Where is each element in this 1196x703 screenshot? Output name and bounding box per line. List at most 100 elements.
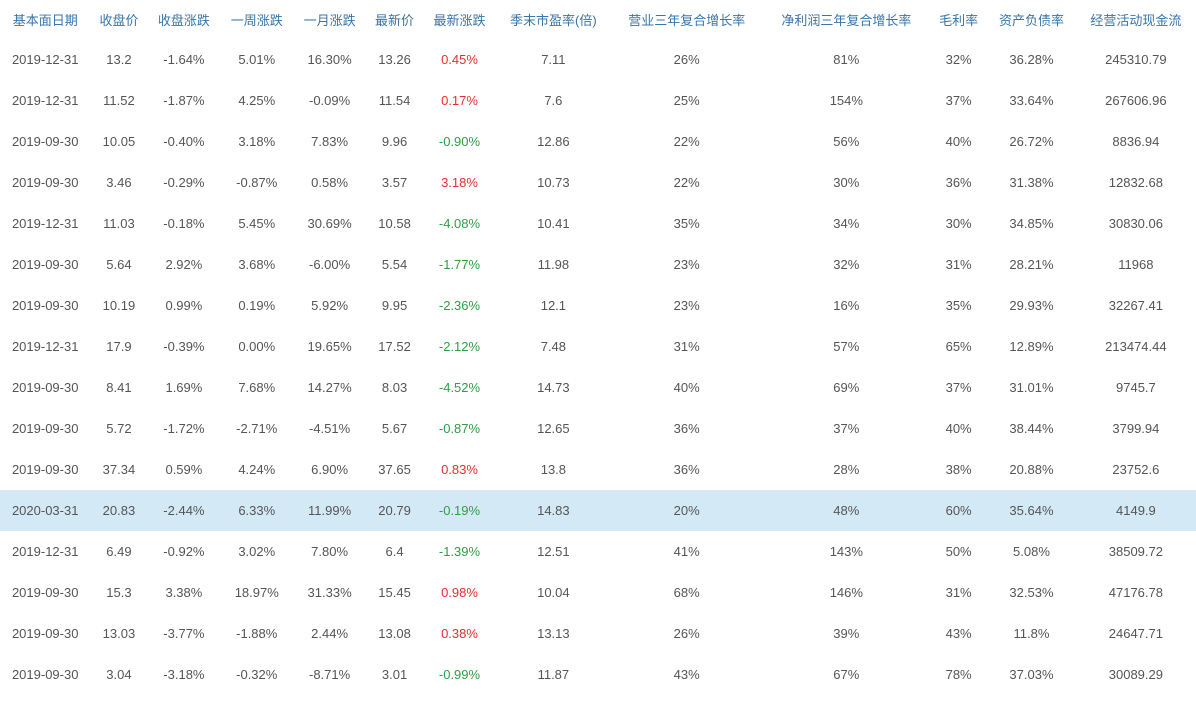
column-header[interactable]: 净利润三年复合增长率 [763, 0, 931, 39]
cell-latest_chg: 0.17% [423, 80, 496, 121]
column-header[interactable]: 营业三年复合增长率 [611, 0, 763, 39]
column-header[interactable]: 一月涨跌 [293, 0, 366, 39]
cell-date: 2019-12-31 [0, 203, 90, 244]
table-header: 基本面日期收盘价收盘涨跌一周涨跌一月涨跌最新价最新涨跌季末市盈率(倍)营业三年复… [0, 0, 1196, 39]
cell-latest_chg: -0.99% [423, 654, 496, 695]
cell-rev_growth: 22% [611, 121, 763, 162]
cell-latest: 9.96 [366, 121, 423, 162]
cell-latest: 8.03 [366, 367, 423, 408]
cell-gross_margin: 36% [930, 162, 987, 203]
cell-gross_margin: 31% [930, 572, 987, 613]
cell-latest_chg: 0.98% [423, 572, 496, 613]
table-row[interactable]: 2019-09-3013.03-3.77%-1.88%2.44%13.080.3… [0, 613, 1196, 654]
cell-latest_chg: 0.38% [423, 613, 496, 654]
column-header[interactable]: 基本面日期 [0, 0, 90, 39]
cell-week_chg: 7.68% [220, 367, 293, 408]
column-header[interactable]: 最新价 [366, 0, 423, 39]
table-row[interactable]: 2019-12-3111.03-0.18%5.45%30.69%10.58-4.… [0, 203, 1196, 244]
cell-date: 2019-09-30 [0, 408, 90, 449]
cell-close: 17.9 [90, 326, 147, 367]
cell-cash_flow: 267606.96 [1076, 80, 1196, 121]
cell-cash_flow: 32267.41 [1076, 285, 1196, 326]
table-row[interactable]: 2019-12-3113.2-1.64%5.01%16.30%13.260.45… [0, 39, 1196, 80]
cell-date: 2019-09-30 [0, 572, 90, 613]
table-row[interactable]: 2019-09-303.04-3.18%-0.32%-8.71%3.01-0.9… [0, 654, 1196, 695]
cell-pe: 10.04 [496, 572, 611, 613]
column-header[interactable]: 收盘价 [90, 0, 147, 39]
column-header[interactable]: 经营活动现金流 [1076, 0, 1196, 39]
table-row[interactable]: 2019-09-3010.190.99%0.19%5.92%9.95-2.36%… [0, 285, 1196, 326]
cell-close_chg: -0.18% [147, 203, 220, 244]
cell-pe: 12.1 [496, 285, 611, 326]
cell-month_chg: -4.51% [293, 408, 366, 449]
cell-cash_flow: 245310.79 [1076, 39, 1196, 80]
table-row[interactable]: 2019-09-308.411.69%7.68%14.27%8.03-4.52%… [0, 367, 1196, 408]
cell-gross_margin: 37% [930, 80, 987, 121]
cell-month_chg: 2.44% [293, 613, 366, 654]
cell-close: 10.19 [90, 285, 147, 326]
table-row[interactable]: 2019-09-3037.340.59%4.24%6.90%37.650.83%… [0, 449, 1196, 490]
cell-pe: 11.87 [496, 654, 611, 695]
cell-profit_growth: 28% [763, 449, 931, 490]
cell-month_chg: 30.69% [293, 203, 366, 244]
cell-week_chg: -0.32% [220, 654, 293, 695]
cell-week_chg: 5.45% [220, 203, 293, 244]
financial-table-container: 基本面日期收盘价收盘涨跌一周涨跌一月涨跌最新价最新涨跌季末市盈率(倍)营业三年复… [0, 0, 1196, 695]
cell-month_chg: 19.65% [293, 326, 366, 367]
table-row[interactable]: 2019-12-3117.9-0.39%0.00%19.65%17.52-2.1… [0, 326, 1196, 367]
cell-close: 6.49 [90, 531, 147, 572]
cell-close_chg: -0.39% [147, 326, 220, 367]
cell-close: 11.52 [90, 80, 147, 121]
cell-month_chg: -8.71% [293, 654, 366, 695]
cell-close: 10.05 [90, 121, 147, 162]
cell-latest: 15.45 [366, 572, 423, 613]
column-header[interactable]: 收盘涨跌 [147, 0, 220, 39]
column-header[interactable]: 一周涨跌 [220, 0, 293, 39]
cell-profit_growth: 39% [763, 613, 931, 654]
cell-pe: 7.11 [496, 39, 611, 80]
column-header[interactable]: 资产负债率 [987, 0, 1076, 39]
cell-profit_growth: 154% [763, 80, 931, 121]
cell-debt_ratio: 35.64% [987, 490, 1076, 531]
cell-month_chg: 16.30% [293, 39, 366, 80]
cell-latest_chg: -4.08% [423, 203, 496, 244]
cell-pe: 13.13 [496, 613, 611, 654]
table-row[interactable]: 2019-09-303.46-0.29%-0.87%0.58%3.573.18%… [0, 162, 1196, 203]
table-row[interactable]: 2019-12-316.49-0.92%3.02%7.80%6.4-1.39%1… [0, 531, 1196, 572]
cell-date: 2019-09-30 [0, 285, 90, 326]
table-row[interactable]: 2019-09-3015.33.38%18.97%31.33%15.450.98… [0, 572, 1196, 613]
cell-close: 3.04 [90, 654, 147, 695]
column-header[interactable]: 最新涨跌 [423, 0, 496, 39]
cell-rev_growth: 36% [611, 408, 763, 449]
cell-debt_ratio: 32.53% [987, 572, 1076, 613]
table-row[interactable]: 2019-09-305.642.92%3.68%-6.00%5.54-1.77%… [0, 244, 1196, 285]
cell-rev_growth: 26% [611, 39, 763, 80]
cell-latest_chg: -0.19% [423, 490, 496, 531]
table-row[interactable]: 2020-03-3120.83-2.44%6.33%11.99%20.79-0.… [0, 490, 1196, 531]
cell-cash_flow: 3799.94 [1076, 408, 1196, 449]
cell-cash_flow: 12832.68 [1076, 162, 1196, 203]
cell-date: 2019-09-30 [0, 162, 90, 203]
cell-close_chg: -0.92% [147, 531, 220, 572]
column-header[interactable]: 季末市盈率(倍) [496, 0, 611, 39]
cell-week_chg: 6.33% [220, 490, 293, 531]
cell-rev_growth: 31% [611, 326, 763, 367]
cell-close_chg: -0.40% [147, 121, 220, 162]
column-header[interactable]: 毛利率 [930, 0, 987, 39]
cell-latest: 10.58 [366, 203, 423, 244]
cell-close_chg: 2.92% [147, 244, 220, 285]
cell-cash_flow: 4149.9 [1076, 490, 1196, 531]
cell-week_chg: 3.68% [220, 244, 293, 285]
cell-latest: 9.95 [366, 285, 423, 326]
cell-week_chg: 3.02% [220, 531, 293, 572]
cell-debt_ratio: 31.01% [987, 367, 1076, 408]
cell-gross_margin: 35% [930, 285, 987, 326]
cell-latest: 5.67 [366, 408, 423, 449]
cell-latest: 5.54 [366, 244, 423, 285]
table-row[interactable]: 2019-09-305.72-1.72%-2.71%-4.51%5.67-0.8… [0, 408, 1196, 449]
table-row[interactable]: 2019-12-3111.52-1.87%4.25%-0.09%11.540.1… [0, 80, 1196, 121]
cell-rev_growth: 25% [611, 80, 763, 121]
cell-close: 3.46 [90, 162, 147, 203]
table-row[interactable]: 2019-09-3010.05-0.40%3.18%7.83%9.96-0.90… [0, 121, 1196, 162]
cell-gross_margin: 40% [930, 121, 987, 162]
